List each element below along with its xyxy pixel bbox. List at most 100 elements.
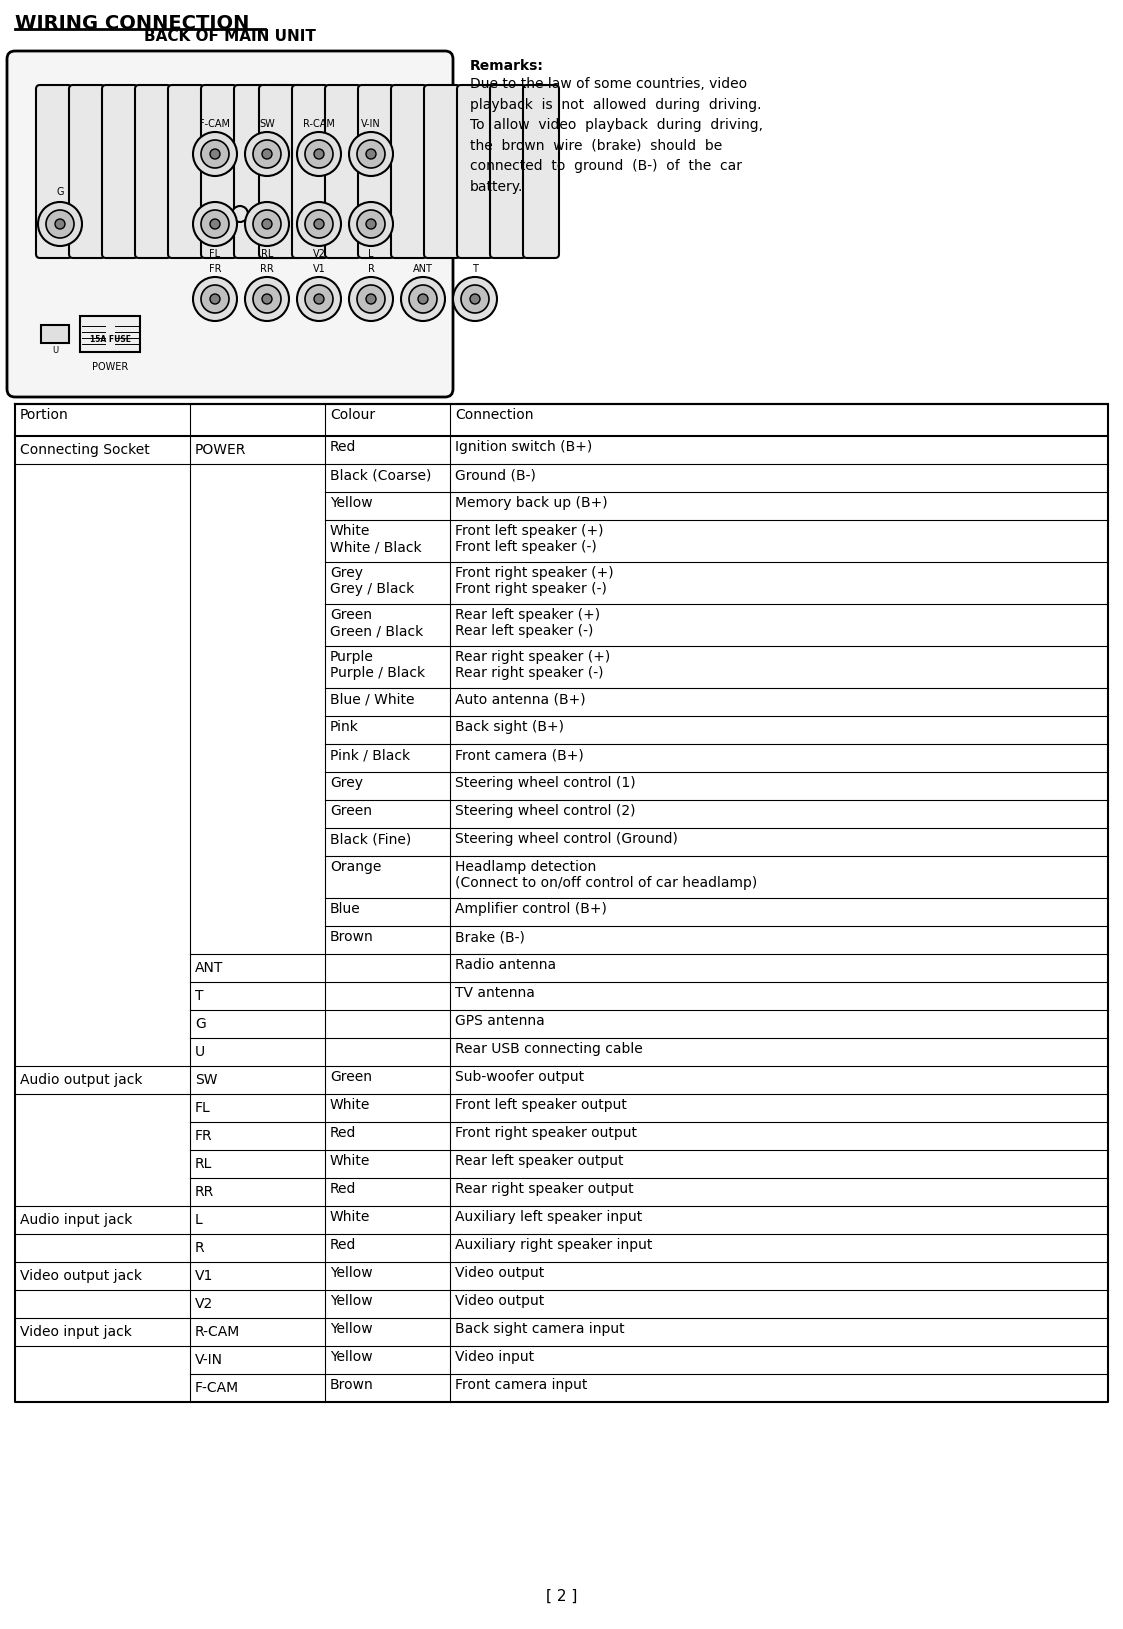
Text: V2: V2 xyxy=(195,1297,213,1311)
Text: Red: Red xyxy=(330,1238,356,1253)
Text: FR: FR xyxy=(195,1129,212,1144)
Circle shape xyxy=(314,218,325,230)
Text: Brown: Brown xyxy=(330,930,374,943)
Circle shape xyxy=(201,285,229,313)
Text: Video input: Video input xyxy=(455,1350,535,1363)
Text: V2: V2 xyxy=(312,249,326,259)
Text: POWER: POWER xyxy=(92,362,128,371)
Circle shape xyxy=(296,132,341,176)
Text: WIRING CONNECTION: WIRING CONNECTION xyxy=(15,15,249,33)
FancyBboxPatch shape xyxy=(523,85,559,257)
Text: Pink: Pink xyxy=(330,720,359,735)
Circle shape xyxy=(305,285,334,313)
Text: Red: Red xyxy=(330,440,356,454)
Circle shape xyxy=(201,140,229,168)
Text: GPS antenna: GPS antenna xyxy=(455,1013,545,1028)
Circle shape xyxy=(349,132,393,176)
Text: Front right speaker (+)
Front right speaker (-): Front right speaker (+) Front right spea… xyxy=(455,565,613,596)
Text: Orange: Orange xyxy=(330,860,382,875)
Text: Video output jack: Video output jack xyxy=(20,1269,141,1284)
Text: R-CAM: R-CAM xyxy=(303,119,335,129)
Circle shape xyxy=(296,202,341,246)
Text: L: L xyxy=(195,1214,203,1227)
Text: Headlamp detection
(Connect to on/off control of car headlamp): Headlamp detection (Connect to on/off co… xyxy=(455,860,757,889)
Text: Brown: Brown xyxy=(330,1378,374,1393)
Text: V1: V1 xyxy=(312,264,326,274)
Circle shape xyxy=(193,202,237,246)
FancyBboxPatch shape xyxy=(424,85,460,257)
Bar xyxy=(80,316,140,352)
Text: Remarks:: Remarks: xyxy=(471,59,544,73)
Circle shape xyxy=(262,218,272,230)
FancyBboxPatch shape xyxy=(267,85,303,257)
Text: Blue / White: Blue / White xyxy=(330,692,414,705)
Text: Yellow: Yellow xyxy=(330,1293,373,1308)
Text: F-CAM: F-CAM xyxy=(200,119,230,129)
Circle shape xyxy=(296,277,341,321)
FancyBboxPatch shape xyxy=(325,85,360,257)
Text: Brake (B-): Brake (B-) xyxy=(455,930,524,943)
Text: R: R xyxy=(195,1241,204,1254)
Text: Rear right speaker (+)
Rear right speaker (-): Rear right speaker (+) Rear right speake… xyxy=(455,650,610,681)
Text: SW: SW xyxy=(195,1074,218,1087)
Text: Green: Green xyxy=(330,1070,372,1083)
Text: RR: RR xyxy=(261,264,274,274)
Text: Grey
Grey / Black: Grey Grey / Black xyxy=(330,565,414,596)
Circle shape xyxy=(357,140,385,168)
Text: Black (Fine): Black (Fine) xyxy=(330,832,411,845)
Text: L: L xyxy=(368,249,374,259)
Text: Memory back up (B+): Memory back up (B+) xyxy=(455,495,608,510)
Circle shape xyxy=(210,218,220,230)
Text: Front left speaker (+)
Front left speaker (-): Front left speaker (+) Front left speake… xyxy=(455,525,603,554)
Text: Pink / Black: Pink / Black xyxy=(330,748,410,762)
Text: Auto antenna (B+): Auto antenna (B+) xyxy=(455,692,585,705)
FancyBboxPatch shape xyxy=(234,85,270,257)
Text: T: T xyxy=(195,989,203,1003)
Circle shape xyxy=(349,277,393,321)
Circle shape xyxy=(232,205,248,222)
Circle shape xyxy=(46,210,74,238)
Circle shape xyxy=(418,293,428,305)
Text: RR: RR xyxy=(195,1184,214,1199)
Circle shape xyxy=(193,277,237,321)
Text: Due to the law of some countries, video
playback  is  not  allowed  during  driv: Due to the law of some countries, video … xyxy=(471,77,763,194)
Text: FL: FL xyxy=(209,249,220,259)
Text: Ignition switch (B+): Ignition switch (B+) xyxy=(455,440,592,454)
Circle shape xyxy=(409,285,437,313)
Circle shape xyxy=(453,277,497,321)
Circle shape xyxy=(253,285,281,313)
Text: Portion: Portion xyxy=(20,407,69,422)
FancyBboxPatch shape xyxy=(358,85,394,257)
Text: Rear right speaker output: Rear right speaker output xyxy=(455,1183,633,1196)
Text: RL: RL xyxy=(195,1157,212,1171)
Circle shape xyxy=(366,218,376,230)
FancyBboxPatch shape xyxy=(259,85,295,257)
Text: G: G xyxy=(195,1016,206,1031)
Text: Rear USB connecting cable: Rear USB connecting cable xyxy=(455,1043,642,1056)
Text: Steering wheel control (2): Steering wheel control (2) xyxy=(455,805,636,818)
Text: POWER: POWER xyxy=(195,443,246,458)
Circle shape xyxy=(471,293,480,305)
Text: V-IN: V-IN xyxy=(195,1354,223,1367)
Circle shape xyxy=(210,148,220,160)
Text: ANT: ANT xyxy=(413,264,433,274)
Circle shape xyxy=(253,140,281,168)
Circle shape xyxy=(253,210,281,238)
FancyBboxPatch shape xyxy=(69,85,104,257)
Circle shape xyxy=(366,148,376,160)
Text: Auxiliary right speaker input: Auxiliary right speaker input xyxy=(455,1238,652,1253)
Circle shape xyxy=(462,285,489,313)
Text: Purple
Purple / Black: Purple Purple / Black xyxy=(330,650,426,681)
FancyBboxPatch shape xyxy=(102,85,138,257)
Circle shape xyxy=(349,202,393,246)
Text: Connection: Connection xyxy=(455,407,533,422)
Text: R-CAM: R-CAM xyxy=(195,1324,240,1339)
FancyBboxPatch shape xyxy=(292,85,328,257)
Text: Green
Green / Black: Green Green / Black xyxy=(330,608,423,639)
Text: V1: V1 xyxy=(195,1269,213,1284)
Text: Red: Red xyxy=(330,1183,356,1196)
Text: White: White xyxy=(330,1098,371,1113)
Circle shape xyxy=(245,132,289,176)
Text: FR: FR xyxy=(209,264,221,274)
Text: White: White xyxy=(330,1210,371,1223)
